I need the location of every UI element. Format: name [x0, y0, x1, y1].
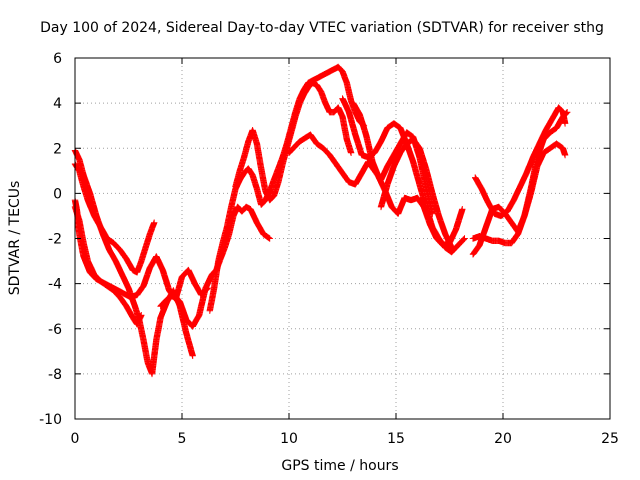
y-tick-label: 2 [53, 141, 62, 157]
series-markers [232, 79, 355, 204]
series-track-13 [472, 104, 569, 220]
series-markers [469, 140, 569, 247]
series-markers [377, 136, 455, 251]
y-tick-label: 6 [53, 51, 62, 67]
x-tick-label: 20 [494, 431, 512, 447]
axis-ticks: 0 5 10 15 20 25 -10 -8 -6 -4 -2 0 2 4 6 [39, 51, 619, 447]
series-track-14 [469, 140, 569, 247]
grid-lines [75, 58, 610, 419]
y-tick-label: 0 [53, 186, 62, 202]
x-tick-label: 0 [71, 431, 80, 447]
y-tick-label: -4 [48, 277, 62, 293]
data-points [71, 63, 571, 378]
y-tick-label: -6 [48, 322, 62, 338]
x-tick-label: 15 [387, 431, 405, 447]
y-tick-label: -8 [48, 367, 62, 383]
y-tick-label: -2 [48, 232, 62, 248]
x-tick-label: 25 [601, 431, 619, 447]
y-tick-label: -10 [39, 412, 62, 428]
series-track-11 [377, 136, 455, 251]
y-axis-label: SDTVAR / TECUs [7, 181, 23, 296]
series-track-10 [350, 99, 466, 249]
series-markers [472, 104, 569, 220]
y-tick-label: 4 [53, 96, 62, 112]
x-tick-label: 10 [280, 431, 298, 447]
x-axis-label: GPS time / hours [281, 458, 398, 474]
x-tick-label: 5 [178, 431, 187, 447]
series-markers [350, 99, 466, 249]
series-track-7 [232, 79, 355, 204]
chart-title: Day 100 of 2024, Sidereal Day-to-day VTE… [40, 20, 604, 36]
